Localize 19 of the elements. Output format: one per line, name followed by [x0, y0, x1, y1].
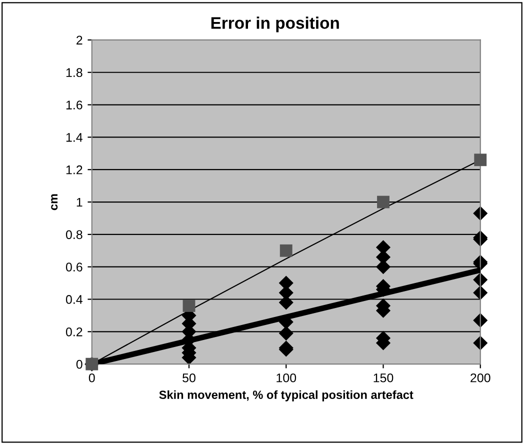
x-tick-label: 0: [88, 373, 95, 382]
y-tick-label: 1.8: [66, 68, 82, 78]
x-tick-label: 100: [276, 373, 296, 382]
y-tick-label: 1: [76, 198, 82, 207]
y-tick-label: 1.4: [66, 133, 82, 142]
y-axis-title: cm: [51, 194, 58, 210]
y-tick-label: 2: [76, 36, 82, 44]
y-tick-label: 0: [76, 360, 82, 369]
y-tick-label: 0.4: [66, 295, 82, 304]
x-axis-title: Skin movement, % of typical position artefact: [159, 390, 414, 402]
x-tick-label: 150: [374, 373, 394, 382]
y-tick-label: 0.2: [66, 327, 82, 336]
y-tick-label: 0.8: [66, 230, 82, 240]
chart-title: Error in position: [211, 16, 339, 32]
y-tick-label: 1.6: [66, 100, 82, 110]
x-tick-label: 200: [470, 373, 490, 382]
y-tick-label: 1.2: [66, 165, 82, 174]
y-tick-label: 0.6: [66, 262, 82, 272]
x-tick-label: 50: [182, 373, 196, 382]
